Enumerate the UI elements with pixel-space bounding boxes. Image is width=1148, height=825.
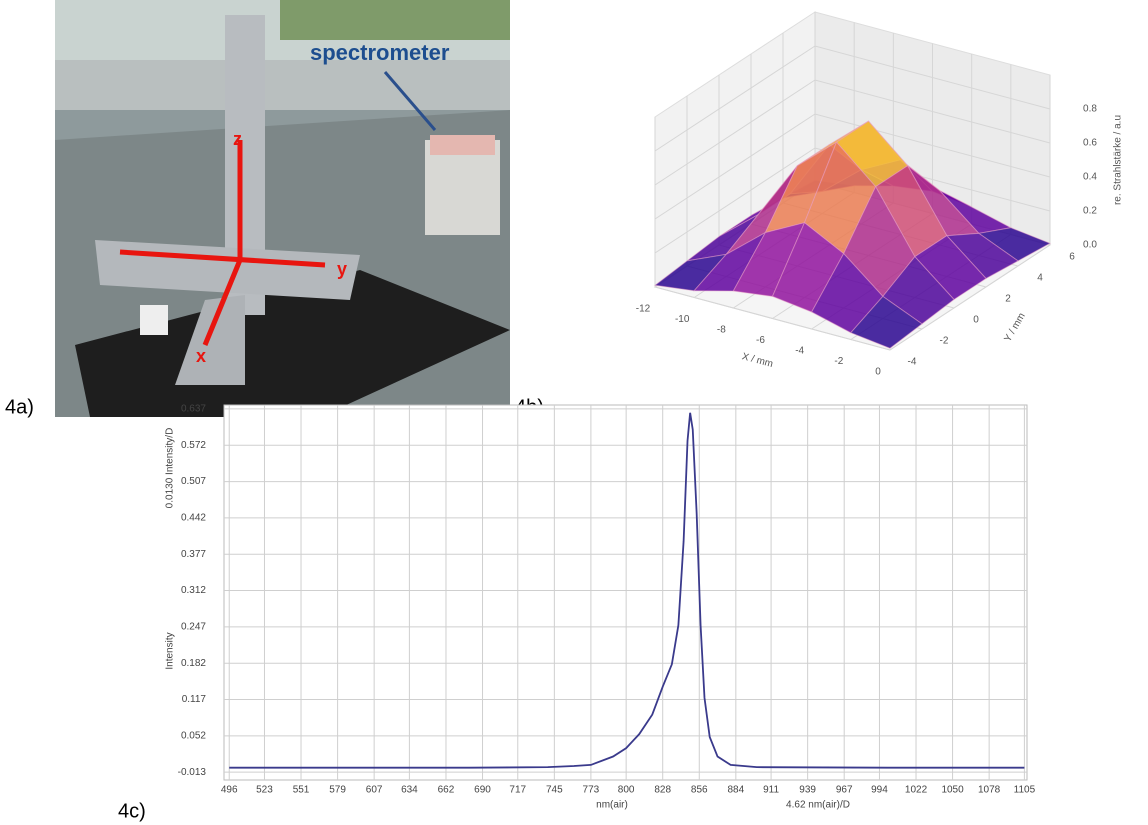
x-tick-label: 800 (618, 785, 635, 796)
grid-line (654, 147, 1051, 254)
x-stage (175, 295, 245, 385)
z-tick-label: 0.0 (1083, 240, 1097, 251)
plot-area (223, 404, 1028, 781)
surface-plot: -12 -10 -8 -6 -4 -2 0 -4 -2 0 2 4 6 0.0 0.2 0.4 0.6 0.8 X … (636, 11, 1124, 378)
x-tick-label: 884 (727, 785, 744, 796)
y-axis-label: Y / mm (1002, 311, 1027, 344)
x-tick-label: 773 (583, 785, 600, 796)
z-tick-label: 0.6 (1083, 138, 1097, 149)
surface-patch (849, 295, 923, 349)
sill (55, 60, 510, 110)
z-tick-label: 0.2 (1083, 206, 1097, 217)
x-tick-label: -8 (717, 325, 726, 336)
x-tick-label: 496 (221, 785, 238, 796)
x-axis-label: X / mm (741, 351, 774, 370)
annotation: spectrometer (310, 40, 450, 65)
annotation: y (337, 259, 347, 279)
z-axis-label: re. Strahlstärke / a.u (1113, 115, 1124, 205)
y-tick-label: 0.507 (181, 476, 206, 487)
y-axis-label: 0.0130 Intensity/D (165, 428, 176, 509)
x-tick-label: 994 (871, 785, 888, 796)
y-tick-label: 0.182 (181, 658, 206, 669)
arrow (202, 259, 243, 346)
x-tick-label: 634 (401, 785, 418, 796)
annotation: z (233, 129, 242, 149)
x-tick-label: -6 (756, 335, 765, 346)
y-tick-label: 0.247 (181, 622, 206, 633)
x-tick-label: -2 (834, 356, 843, 367)
y-tick-label: -0.013 (178, 767, 207, 778)
y-tick-label: 4 (1037, 273, 1043, 284)
x-axis-label: nm(air) (596, 800, 628, 811)
y-tick-label: 0.117 (182, 694, 207, 705)
y-tick-label: 0.312 (181, 585, 206, 596)
y-tick-label: 0.377 (181, 549, 206, 560)
photo: spectrometer z y x (55, 0, 510, 417)
y-tick-label: 0.052 (181, 730, 206, 741)
axes-arrows (119, 140, 326, 346)
x-tick-label: 717 (509, 785, 526, 796)
arrow (119, 249, 326, 268)
spectrometer-box (425, 140, 500, 235)
spectrum-chart: -0.013 0.052 0.117 0.182 0.247 0.312 0.377 0.44… (165, 404, 1036, 811)
x-tick-label: 939 (799, 785, 816, 796)
x-tick-label: 1078 (978, 785, 1001, 796)
z-tick-label: 0.8 (1083, 104, 1097, 115)
y-tick-label: 0 (973, 315, 979, 326)
y-tick-label: 6 (1069, 252, 1075, 263)
x-tick-label: 1050 (941, 785, 964, 796)
x-tick-label: 0 (875, 367, 881, 378)
outside (280, 0, 510, 40)
x-tick-label: -4 (795, 346, 804, 357)
spectrum-line (229, 412, 1025, 769)
panel-label: 4a) (5, 396, 34, 418)
x-tick-label: 607 (366, 785, 383, 796)
x-tick-label: 1105 (1014, 785, 1036, 796)
x-tick-label: 662 (438, 785, 455, 796)
grid-line (654, 113, 1051, 220)
x-tick-label: 579 (329, 785, 346, 796)
x-tick-label: 523 (256, 785, 273, 796)
x-tick-label: 828 (654, 785, 671, 796)
annotation: x (196, 346, 206, 366)
x-tick-label: 856 (691, 785, 708, 796)
pointer (383, 71, 437, 131)
x-tick-label: 911 (763, 785, 779, 796)
grid-line (654, 79, 1051, 186)
x-axis-label: 4.62 nm(air)/D (786, 800, 850, 811)
y-tick-label: 2 (1005, 294, 1011, 305)
x-tick-label: 690 (474, 785, 491, 796)
x-tick-label: 551 (293, 785, 310, 796)
x-tick-label: 1022 (905, 785, 928, 796)
y-tick-label: 0.572 (181, 440, 206, 451)
y-axis-label: Intensity (165, 632, 176, 669)
panel-label: 4c) (118, 800, 146, 822)
y-tick-label: 0.442 (181, 513, 206, 524)
x-tick-label: -10 (675, 314, 690, 325)
x-tick-label: 967 (836, 785, 853, 796)
y-tick-label: 0.637 (181, 404, 206, 415)
tag (140, 305, 168, 335)
grid-line (654, 45, 1051, 152)
x-tick-label: 745 (546, 785, 563, 796)
x-tick-label: -12 (636, 304, 651, 315)
y-tick-label: -2 (940, 336, 949, 347)
y-tick-label: -4 (908, 357, 917, 368)
spectrometer-top (430, 135, 495, 155)
z-tick-label: 0.4 (1083, 172, 1097, 183)
